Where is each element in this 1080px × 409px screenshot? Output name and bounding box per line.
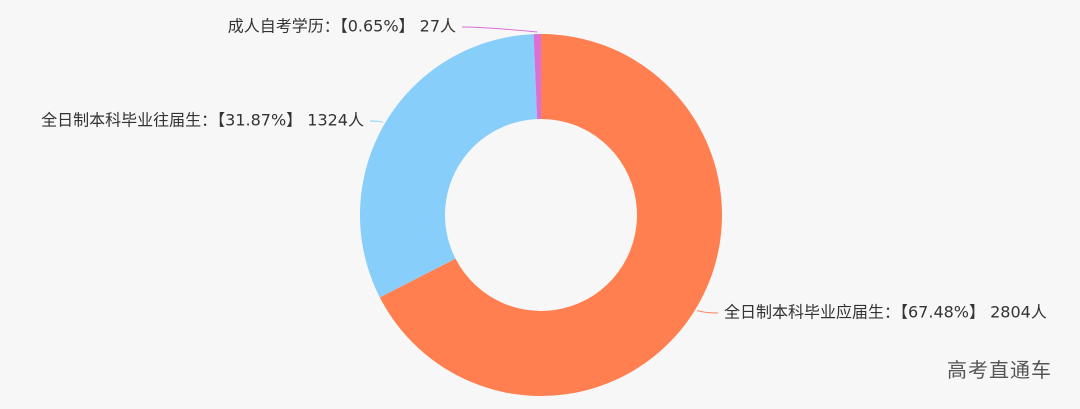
leader-line-1 bbox=[696, 310, 719, 314]
donut-slices bbox=[360, 34, 722, 396]
slice-2 bbox=[360, 34, 538, 298]
leader-lines bbox=[369, 26, 719, 314]
leader-line-2 bbox=[369, 120, 384, 123]
slice-label-2: 全日制本科毕业往届生：【31.87%】 1324人 bbox=[41, 111, 364, 130]
slice-labels: 全日制本科毕业应届生：【67.48%】 2804人 全日制本科毕业往届生：【31.… bbox=[41, 17, 1047, 322]
slice-label-3: 成人自考学历：【0.65%】 27人 bbox=[228, 17, 456, 36]
slice-label-1: 全日制本科毕业应届生：【67.48%】 2804人 bbox=[724, 303, 1047, 322]
slice-1 bbox=[379, 34, 722, 396]
watermark: 高考直通车 bbox=[947, 358, 1052, 382]
leader-line-3 bbox=[461, 26, 538, 33]
slice-3 bbox=[533, 34, 541, 120]
